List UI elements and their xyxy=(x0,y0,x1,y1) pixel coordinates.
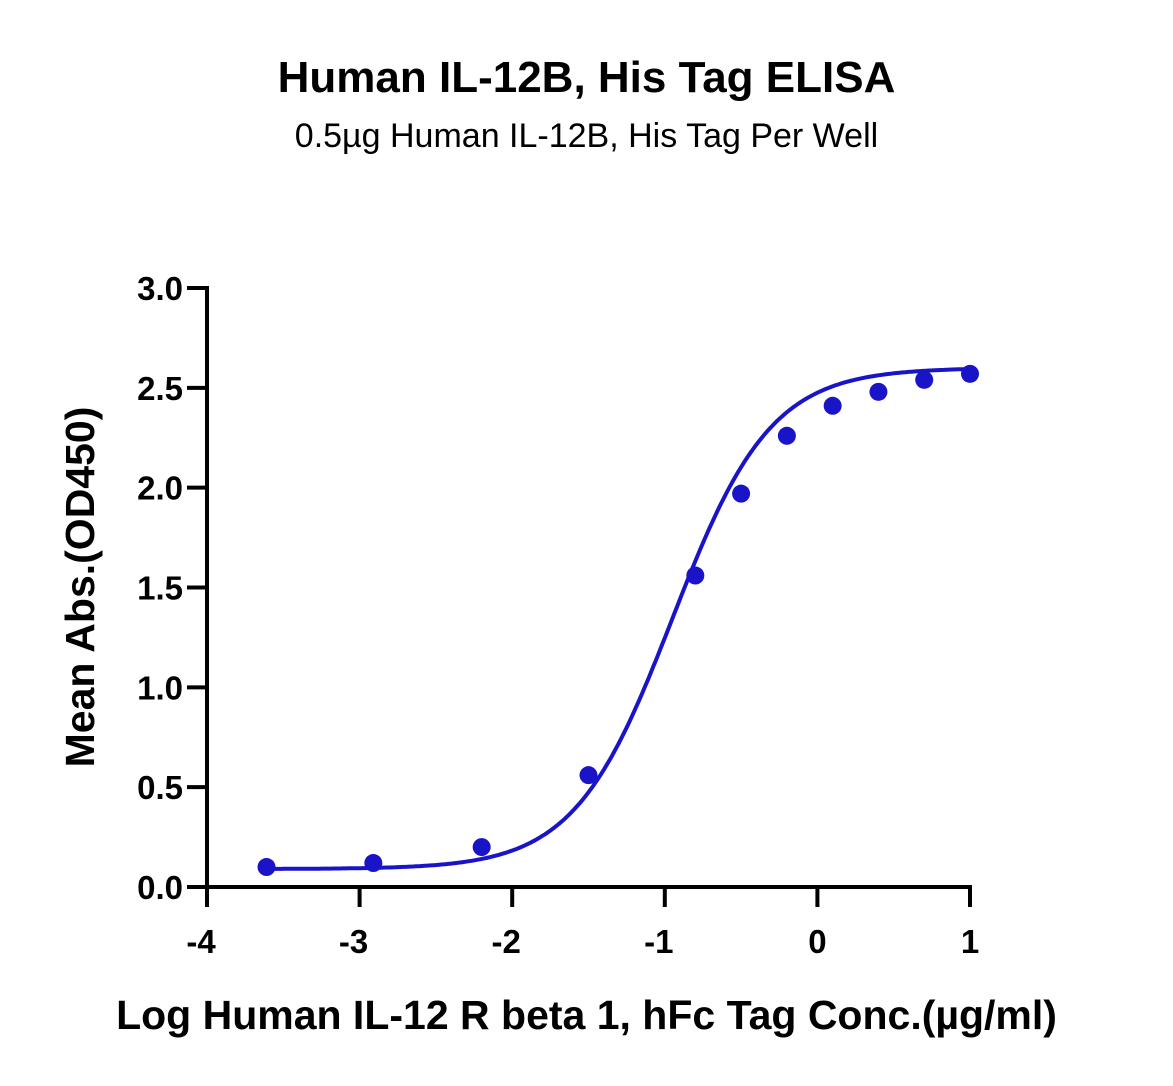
data-point xyxy=(472,838,491,857)
y-tick-label: 2.5 xyxy=(137,370,183,407)
data-point xyxy=(364,854,383,873)
data-point xyxy=(961,364,979,383)
chart-title: Human IL-12B, His Tag ELISA xyxy=(277,53,896,102)
x-tick-label: 1 xyxy=(961,923,979,960)
data-point xyxy=(257,858,276,877)
x-tick-label: -1 xyxy=(644,923,673,960)
data-point xyxy=(777,426,796,445)
chart-subtitle: 0.5µg Human IL-12B, His Tag Per Well xyxy=(294,117,879,155)
y-tick-label: 0.5 xyxy=(137,769,183,806)
x-axis-label: Log Human IL-12 R beta 1, hFc Tag Conc.(… xyxy=(116,992,1057,1038)
data-point xyxy=(915,370,934,389)
fit-curve-layer xyxy=(266,367,971,871)
data-point xyxy=(869,382,888,401)
y-tick-label: 0.0 xyxy=(137,869,183,906)
data-point xyxy=(686,566,705,585)
fit-curve xyxy=(266,367,971,871)
y-tick-label: 3.0 xyxy=(137,270,183,307)
data-point xyxy=(823,396,842,415)
y-tick-label: 1.5 xyxy=(137,570,183,607)
y-tick-label: 1.0 xyxy=(137,669,183,706)
x-tick-label: -3 xyxy=(339,923,368,960)
x-tick-label: -2 xyxy=(492,923,521,960)
x-tick-label: 0 xyxy=(808,923,826,960)
data-point xyxy=(579,766,598,785)
x-tick-label: -4 xyxy=(186,923,216,960)
axes: 0.0 0.5 1.0 1.5 2.0 2.5 3.0 -4 -3 -2 -1 0 1 xyxy=(137,270,979,960)
data-points-layer xyxy=(257,364,979,877)
y-tick-label: 2.0 xyxy=(137,470,183,507)
data-point xyxy=(732,484,751,503)
